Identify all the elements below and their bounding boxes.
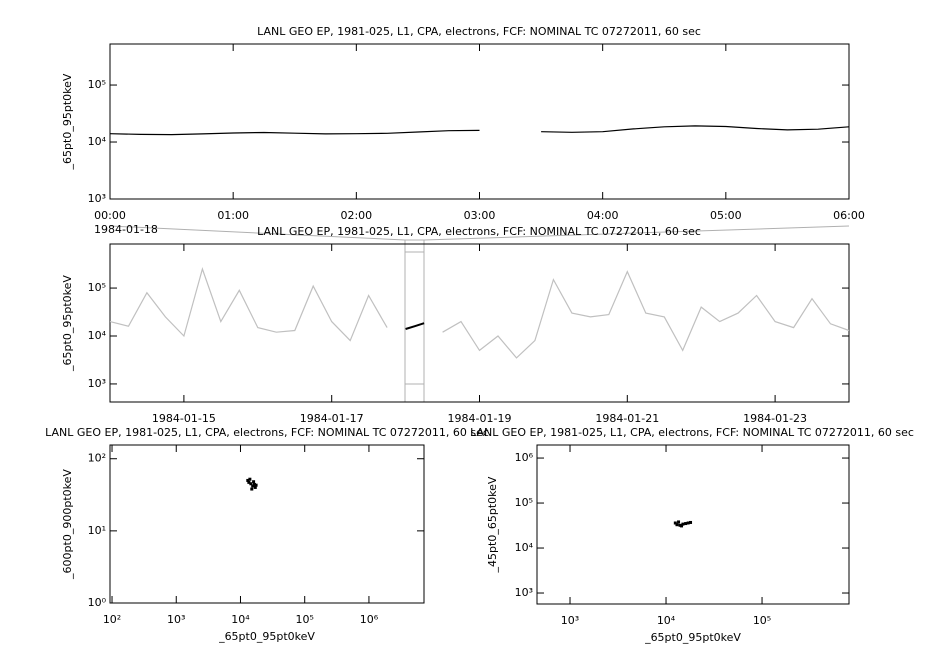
x-tick-label: 1984-01-15 — [152, 412, 216, 425]
x-tick-label: 10⁴ — [231, 613, 250, 626]
chart-title: LANL GEO EP, 1981-025, L1, CPA, electron… — [470, 426, 914, 439]
scatter-point — [686, 521, 690, 525]
x-tick-label: 1984-01-19 — [448, 412, 512, 425]
y-tick-label: 10⁴ — [88, 329, 107, 342]
y-tick-label: 10⁴ — [88, 135, 107, 148]
data-line — [109, 266, 850, 359]
y-axis-label: _65pt0_95pt0keV — [61, 73, 74, 170]
y-tick-label: 10³ — [88, 192, 106, 205]
x-axis-label: _65pt0_95pt0keV — [218, 630, 315, 643]
y-tick-label: 10² — [88, 452, 106, 465]
y-tick-label: 10¹ — [88, 524, 106, 537]
y-tick-label: 10⁵ — [88, 78, 106, 91]
plot-frame — [536, 444, 850, 605]
y-tick-label: 10³ — [88, 377, 106, 390]
scatter-point — [675, 523, 679, 527]
plot-frame — [109, 243, 850, 403]
data-line — [109, 125, 850, 136]
x-tick-label: 00:00 — [94, 209, 126, 222]
chart-title: LANL GEO EP, 1981-025, L1, CPA, electron… — [257, 25, 701, 38]
scatter-point — [689, 520, 693, 524]
plot-frame — [109, 43, 850, 200]
scatter-point — [251, 484, 255, 488]
x-date-label: 1984-01-18 — [94, 223, 158, 236]
y-tick-label: 10⁵ — [515, 496, 533, 509]
scatter-point — [252, 480, 256, 484]
scatter-point — [252, 482, 256, 486]
scatter-point — [254, 483, 258, 487]
x-tick-label: 1984-01-21 — [595, 412, 659, 425]
chart-title: LANL GEO EP, 1981-025, L1, CPA, electron… — [45, 426, 489, 439]
y-tick-label: 10⁴ — [515, 541, 534, 554]
x-tick-label: 01:00 — [217, 209, 249, 222]
y-axis-label: _45pt0_65pt0keV — [486, 476, 499, 573]
y-axis-label: _65pt0_95pt0keV — [61, 275, 74, 372]
scatter-point — [246, 478, 250, 482]
scatter-point — [681, 522, 685, 526]
chart-title: LANL GEO EP, 1981-025, L1, CPA, electron… — [257, 225, 701, 238]
zoom-indicator — [109, 225, 850, 403]
x-tick-label: 05:00 — [710, 209, 742, 222]
x-tick-label: 03:00 — [464, 209, 496, 222]
x-tick-label: 1984-01-23 — [743, 412, 807, 425]
x-tick-label: 02:00 — [340, 209, 372, 222]
scatter-point — [680, 524, 684, 528]
x-tick-label: 10³ — [561, 614, 579, 627]
scatter-point — [253, 485, 257, 489]
scatter-point — [248, 477, 252, 481]
x-axis-label: _65pt0_95pt0keV — [644, 631, 741, 644]
x-tick-label: 1984-01-17 — [300, 412, 364, 425]
y-tick-label: 10³ — [515, 586, 533, 599]
x-tick-label: 10⁵ — [295, 613, 313, 626]
plot-frame — [109, 444, 425, 604]
y-tick-label: 10⁶ — [515, 451, 534, 464]
highlight-line — [405, 322, 425, 330]
x-tick-label: 10⁴ — [657, 614, 676, 627]
scatter-point — [249, 482, 253, 486]
y-tick-label: 10⁰ — [88, 596, 107, 609]
x-tick-label: 10⁶ — [360, 613, 379, 626]
y-tick-label: 10⁵ — [88, 281, 106, 294]
scatter-point — [247, 480, 251, 484]
scatter-point — [673, 521, 677, 525]
x-tick-label: 06:00 — [833, 209, 865, 222]
x-tick-label: 10² — [103, 613, 121, 626]
x-tick-label: 04:00 — [587, 209, 619, 222]
scatter-point — [250, 487, 254, 491]
scatter-point — [684, 522, 688, 526]
scatter-point — [677, 520, 681, 524]
x-tick-label: 10³ — [167, 613, 185, 626]
x-tick-label: 10⁵ — [753, 614, 771, 627]
y-axis-label: _600pt0_900pt0keV — [61, 469, 74, 580]
